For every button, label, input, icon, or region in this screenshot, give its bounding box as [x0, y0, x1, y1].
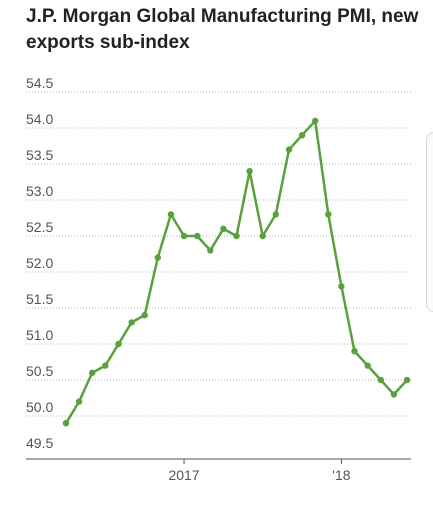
data-point [102, 362, 109, 369]
data-point [220, 225, 227, 232]
data-point [62, 420, 70, 427]
data-point [207, 247, 214, 254]
data-point [233, 232, 240, 240]
data-point [338, 283, 345, 290]
series-points-group [62, 117, 411, 427]
data-point [377, 376, 384, 384]
data-point [194, 232, 201, 240]
y-tick-label: 54.5 [26, 75, 53, 91]
y-tick-label: 51.0 [26, 327, 53, 343]
data-point [259, 232, 266, 240]
y-tick-label: 54.0 [26, 111, 53, 127]
y-axis-tick-labels: 49.5 50.0 50.5 51.0 51.5 52.0 52.5 53.0 53.5 54.0… [26, 75, 53, 451]
y-tick-label: 53.0 [26, 183, 53, 199]
chart-title: J.P. Morgan Global Manufacturing PMI, ne… [26, 6, 419, 53]
y-tick-label: 50.0 [26, 399, 53, 415]
data-point [141, 312, 148, 319]
y-tick-label: 50.5 [26, 363, 53, 379]
data-point [285, 146, 293, 153]
data-point [325, 211, 332, 218]
data-point [364, 362, 371, 369]
data-point [154, 254, 161, 261]
y-tick-label: 52.0 [26, 255, 53, 271]
data-point [403, 376, 411, 384]
data-point [351, 348, 358, 355]
data-point [180, 232, 188, 240]
data-point [167, 211, 175, 218]
y-tick-label: 49.5 [26, 435, 53, 451]
data-point [312, 117, 319, 125]
data-point [390, 391, 398, 398]
gridlines [26, 91, 411, 417]
x-axis: 2017 '18 [26, 458, 411, 483]
x-tick-label: 2017 [168, 467, 199, 483]
y-tick-label: 51.5 [26, 291, 53, 307]
data-point [115, 340, 122, 348]
y-tick-label: 53.5 [26, 147, 53, 163]
side-panel-edge[interactable] [426, 132, 433, 312]
y-tick-label: 52.5 [26, 219, 53, 235]
data-point [246, 168, 253, 175]
data-point [298, 132, 306, 139]
x-tick-label: '18 [332, 467, 350, 483]
data-point [75, 398, 83, 405]
data-point [128, 319, 135, 326]
data-point [89, 369, 96, 376]
data-point [272, 211, 279, 218]
